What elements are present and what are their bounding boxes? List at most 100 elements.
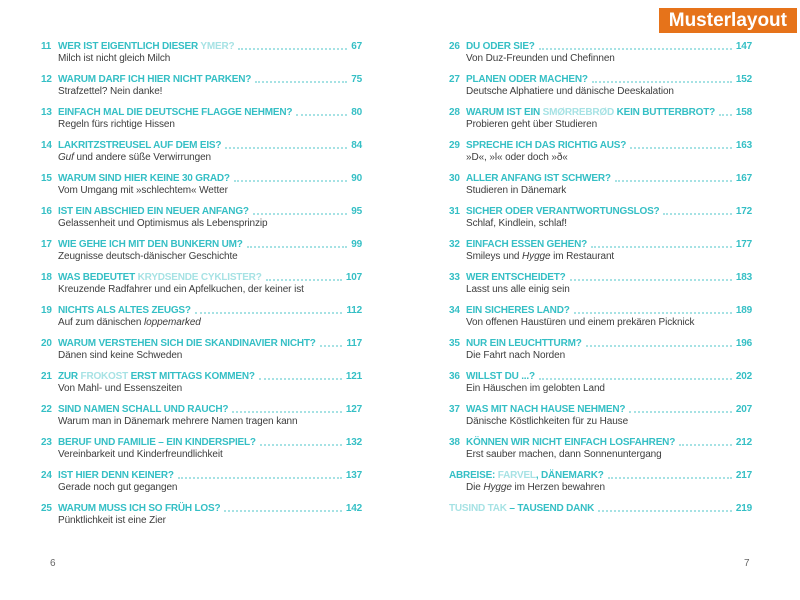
chapter-title-strong: ABREISE: xyxy=(449,470,498,481)
toc-entry: 14 LAKRITZSTREUSEL AUF DEM EIS? 84 Guf u… xyxy=(41,139,362,164)
chapter-title-strong: WAS MIT NACH HAUSE NEHMEN? xyxy=(466,404,626,415)
subtitle-text: Die Fahrt nach Norden xyxy=(466,350,566,361)
subtitle-text: Gerade noch gut gegangen xyxy=(58,482,178,493)
chapter-number: 34 xyxy=(449,305,460,316)
chapter-page-number: 121 xyxy=(345,371,362,382)
chapter-page-number: 90 xyxy=(351,173,362,184)
toc-entry-title-row: 24 IST HIER DENN KEINER? 137 xyxy=(41,469,362,482)
dot-leader xyxy=(232,411,342,413)
chapter-title-strong: LAKRITZSTREUSEL AUF DEM EIS? xyxy=(58,140,222,151)
chapter-subtitle: Erst sauber machen, dann Sonnenuntergang xyxy=(466,449,752,461)
subtitle-text: Gelassenheit und Optimismus als Lebenspr… xyxy=(58,218,268,229)
dot-leader xyxy=(538,48,732,50)
chapter-title-strong: SPRECHE ICH DAS RICHTIG AUS? xyxy=(466,140,627,151)
chapter-title: ZUR FROKOST ERST MITTAGS KOMMEN? xyxy=(58,370,255,383)
toc-entry: 25 WARUM MUSS ICH SO FRÜH LOS? 142 Pünkt… xyxy=(41,502,362,527)
chapter-title-strong: WER ENTSCHEIDET? xyxy=(466,272,566,283)
chapter-page-number: 75 xyxy=(351,74,362,85)
chapter-title: WARUM MUSS ICH SO FRÜH LOS? xyxy=(58,502,220,515)
dot-leader xyxy=(259,444,342,446)
toc-entry: 35 NUR EIN LEUCHTTURM? 196 Die Fahrt nac… xyxy=(449,337,752,362)
toc-entry-title-row: 32 EINFACH ESSEN GEHEN? 177 xyxy=(449,238,752,251)
chapter-page-number: 112 xyxy=(346,305,362,316)
toc-entry: 13 EINFACH MAL DIE DEUTSCHE FLAGGE NEHME… xyxy=(41,106,362,131)
toc-entry-title-row: 35 NUR EIN LEUCHTTURM? 196 xyxy=(449,337,752,350)
subtitle-italic: Guf xyxy=(58,152,74,163)
subtitle-text: Zeugnisse deutsch-dänischer Geschichte xyxy=(58,251,238,262)
toc-entry-title-row: 18 WAS BEDEUTET KRYDSENDE CYKLISTER? 107 xyxy=(41,271,362,284)
subtitle-text: Strafzettel? Nein danke! xyxy=(58,86,163,97)
chapter-title-strong: WARUM DARF ICH HIER NICHT PARKEN? xyxy=(58,74,252,85)
dot-leader xyxy=(719,114,732,116)
chapter-page-number: 107 xyxy=(345,272,362,283)
toc-entry-title-row: 38 KÖNNEN WIR NICHT EINFACH LOSFAHREN? 2… xyxy=(449,436,752,449)
dot-leader xyxy=(238,48,348,50)
toc-entry: 32 EINFACH ESSEN GEHEN? 177 Smileys und … xyxy=(449,238,752,263)
toc-entry: 33 WER ENTSCHEIDET? 183 Lasst uns alle e… xyxy=(449,271,752,296)
dot-leader xyxy=(296,114,348,116)
chapter-page-number: 95 xyxy=(351,206,362,217)
chapter-number: 11 xyxy=(41,41,52,52)
subtitle-text: »D«, »l« oder doch »ð« xyxy=(466,152,568,163)
chapter-title: ALLER ANFANG IST SCHWER? xyxy=(466,172,611,185)
toc-entry-title-row: 14 LAKRITZSTREUSEL AUF DEM EIS? 84 xyxy=(41,139,362,152)
subtitle-text: Die xyxy=(466,482,484,493)
chapter-subtitle: Die Fahrt nach Norden xyxy=(466,350,752,362)
toc-entry-title-row: 19 NICHTS ALS ALTES ZEUGS? 112 xyxy=(41,304,362,317)
chapter-number: 33 xyxy=(449,272,460,283)
dot-leader xyxy=(224,510,342,512)
subtitle-italic: Hygge xyxy=(483,482,512,493)
toc-entry: 16 IST EIN ABSCHIED EIN NEUER ANFANG? 95… xyxy=(41,205,362,230)
chapter-title-accent: SMØRREBRØD xyxy=(542,107,617,118)
dot-leader xyxy=(177,477,342,479)
chapter-number: 29 xyxy=(449,140,460,151)
toc-entry: 12 WARUM DARF ICH HIER NICHT PARKEN? 75 … xyxy=(41,73,362,98)
chapter-title-strong: WARUM IST EIN xyxy=(466,107,543,118)
chapter-number: 17 xyxy=(41,239,52,250)
page-folio-right: 7 xyxy=(744,558,750,569)
chapter-subtitle: Ein Häuschen im gelobten Land xyxy=(466,383,752,395)
chapter-title-strong: WARUM VERSTEHEN SICH DIE SKANDINAVIER NI… xyxy=(58,338,316,349)
chapter-number: 23 xyxy=(41,437,52,448)
subtitle-text: Von offenen Haustüren und einem prekären… xyxy=(466,317,695,328)
toc-entry-title-row: 27 PLANEN ODER MACHEN? 152 xyxy=(449,73,752,86)
dot-leader xyxy=(629,411,732,413)
chapter-title: IST HIER DENN KEINER? xyxy=(58,469,174,482)
toc-entry-title-row: 11 WER IST EIGENTLICH DIESER YMER? 67 xyxy=(41,40,362,53)
chapter-title: EIN SICHERES LAND? xyxy=(466,304,570,317)
toc-entry-title-row: 36 WILLST DU ...? 202 xyxy=(449,370,752,383)
chapter-title-strong: WARUM SIND HIER KEINE 30 GRAD? xyxy=(58,173,230,184)
toc-entry: 31 SICHER ODER VERANTWORTUNGSLOS? 172 Sc… xyxy=(449,205,752,230)
toc-entry: 38 KÖNNEN WIR NICHT EINFACH LOSFAHREN? 2… xyxy=(449,436,752,461)
toc-entry: 19 NICHTS ALS ALTES ZEUGS? 112 Auf zum d… xyxy=(41,304,362,329)
subtitle-text: Deutsche Alphatiere und dänische Deeskal… xyxy=(466,86,674,97)
toc-entry: TUSIND TAK – TAUSEND DANK 219 xyxy=(449,502,752,515)
chapter-title-strong: WARUM MUSS ICH SO FRÜH LOS? xyxy=(58,503,221,514)
chapter-page-number: 177 xyxy=(735,239,752,250)
chapter-subtitle: Kreuzende Radfahrer und ein Apfelkuchen,… xyxy=(58,284,362,296)
chapter-page-number: 163 xyxy=(735,140,752,151)
dot-leader xyxy=(233,180,348,182)
chapter-number: 12 xyxy=(41,74,52,85)
subtitle-text: Regeln fürs richtige Hissen xyxy=(58,119,175,130)
subtitle-text-2: im Herzen bewahren xyxy=(511,482,605,493)
chapter-number: 22 xyxy=(41,404,52,415)
chapter-page-number: 217 xyxy=(735,470,752,481)
chapter-title-strong: WAS BEDEUTET xyxy=(58,272,138,283)
chapter-title: WER ENTSCHEIDET? xyxy=(466,271,566,284)
chapter-title-accent: FROKOST xyxy=(80,371,131,382)
toc-entry-title-row: 22 SIND NAMEN SCHALL UND RAUCH? 127 xyxy=(41,403,362,416)
dot-leader xyxy=(538,378,732,380)
dot-leader xyxy=(630,147,732,149)
subtitle-text-2: und andere süße Verwirrungen xyxy=(73,152,212,163)
subtitle-text: Von Duz-Freunden und Chefinnen xyxy=(466,53,615,64)
toc-column-right: 26 DU ODER SIE? 147 Von Duz-Freunden und… xyxy=(449,40,752,523)
chapter-page-number: 84 xyxy=(351,140,362,151)
chapter-title-accent: YMER? xyxy=(200,41,235,52)
chapter-title: WIE GEHE ICH MIT DEN BUNKERN UM? xyxy=(58,238,243,251)
toc-entry: 26 DU ODER SIE? 147 Von Duz-Freunden und… xyxy=(449,40,752,65)
chapter-subtitle: Strafzettel? Nein danke! xyxy=(58,86,362,98)
subtitle-text: Probieren geht über Studieren xyxy=(466,119,598,130)
chapter-subtitle: Deutsche Alphatiere und dänische Deeskal… xyxy=(466,86,752,98)
subtitle-text: Erst sauber machen, dann Sonnenuntergang xyxy=(466,449,662,460)
